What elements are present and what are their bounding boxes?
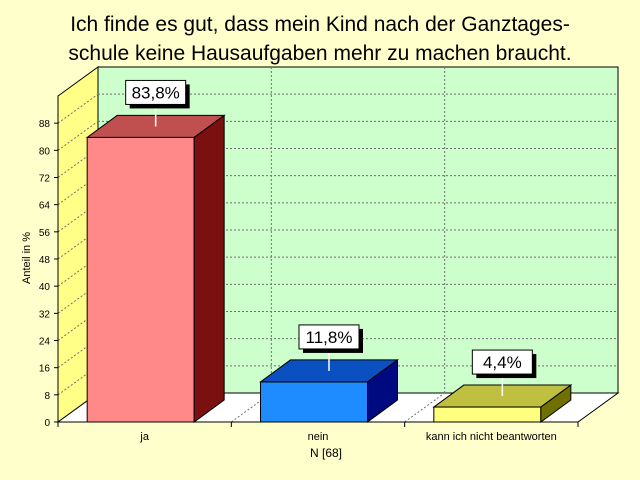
gridline-floor-2 [404, 392, 445, 423]
chart-title-line-2: schule keine Hausaufgaben mehr zu machen… [68, 42, 572, 65]
value-box-2 [298, 324, 360, 350]
bar-1 [85, 114, 226, 423]
x-axis: ja nein kann ich nicht beantworten [57, 421, 579, 443]
y-axis: 0 8 16 24 32 40 48 56 64 72 80 88 [39, 96, 59, 429]
bar-front-3 [433, 406, 542, 423]
y-tick-label-80: 80 [39, 146, 51, 157]
y-tick-label-72: 72 [39, 174, 51, 185]
y-tick-label-40: 40 [39, 282, 51, 293]
bars [85, 114, 573, 423]
y-tick-label-56: 56 [39, 228, 51, 239]
category-label-3: kann ich nicht beantworten [426, 431, 557, 443]
bar-side-2 [367, 358, 398, 423]
chart-title: Ich finde es gut, dass mein Kind nach de… [0, 10, 640, 68]
y-axis-label: Anteil in % [21, 232, 33, 284]
x-axis-label: N [68] [310, 446, 342, 460]
value-labels: 83,8% 11,8% 4,4% [125, 79, 537, 397]
y-tick-label-0: 0 [44, 418, 50, 429]
value-label-1: 83,8% [132, 83, 180, 102]
bar-2 [258, 358, 400, 423]
y-tick-label-64: 64 [39, 201, 51, 212]
y-tick-label-48: 48 [39, 255, 51, 266]
chart-title-line-1: Ich finde es gut, dass mein Kind nach de… [70, 13, 570, 36]
y-tick-label-24: 24 [39, 337, 51, 348]
y-tick-label-32: 32 [39, 309, 51, 320]
gridline-left-80 [57, 120, 99, 151]
bar-side-3 [540, 384, 572, 423]
value-label-3: 4,4% [483, 353, 522, 372]
bar-front-2 [260, 381, 368, 423]
gridline-left-88 [57, 93, 99, 124]
y-tick-label-16: 16 [39, 364, 51, 375]
category-label-1: ja [139, 431, 149, 443]
value-box-3 [471, 349, 533, 375]
bar-front-1 [86, 136, 195, 423]
value-box-1 [125, 79, 187, 105]
y-tick-label-88: 88 [39, 119, 51, 130]
category-label-2: nein [308, 431, 329, 443]
value-label-2: 11,8% [306, 328, 353, 347]
bar-side-1 [193, 114, 225, 423]
y-tick-label-8: 8 [44, 391, 50, 402]
